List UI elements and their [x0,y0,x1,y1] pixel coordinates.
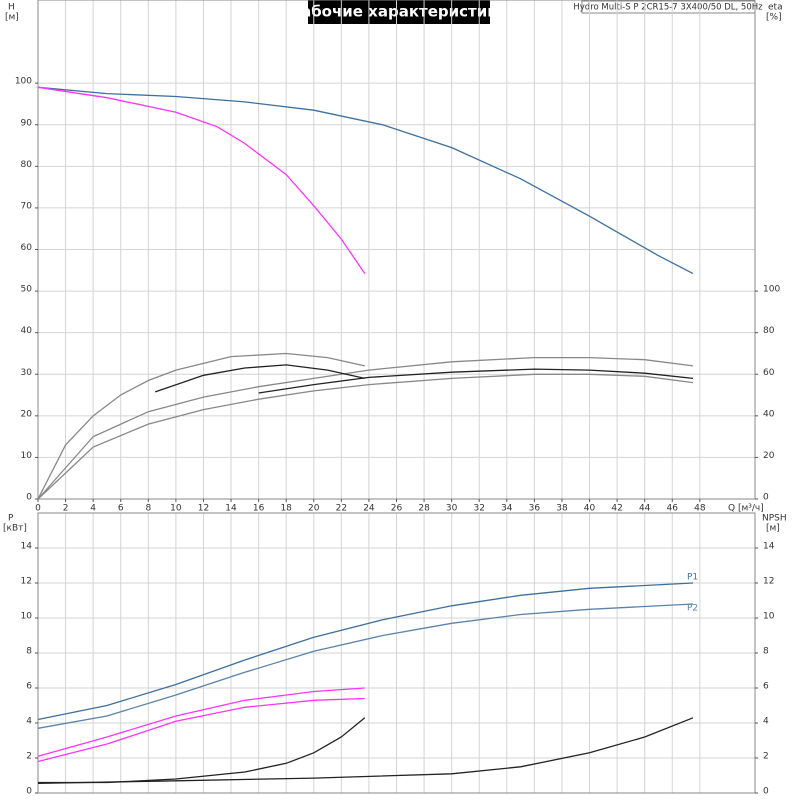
y-tick-label: 90 [21,118,33,128]
y-label: H [8,3,15,13]
x-tick-label: 0 [35,504,41,514]
x-tick-label: 24 [363,504,375,514]
x-tick-label: 40 [584,504,596,514]
x-tick-label: 38 [556,504,568,514]
y2-tick-label: 6 [763,682,769,692]
x-tick-label: 18 [280,504,292,514]
x-tick-label: 8 [145,504,151,514]
y2-tick-label: 60 [763,368,775,378]
x-tick-label: 22 [336,504,347,514]
y2-tick-label: 100 [763,285,780,295]
series-line [37,352,365,500]
y-tick-label: 0 [26,787,32,797]
x-tick-label: 20 [308,504,320,514]
series-line [37,373,694,500]
x-tick-label: 10 [170,504,182,514]
y2-tick-label: 80 [763,326,775,336]
y2-tick-label: 2 [763,752,769,762]
y2-tick-label: 12 [763,577,774,587]
y2-tick-label: 20 [763,451,775,461]
y-tick-label: 2 [26,752,32,762]
x-tick-label: 30 [446,504,458,514]
x-tick-label: 34 [501,504,513,514]
x-tick-label: 4 [90,504,96,514]
y-tick-label: 30 [21,368,33,378]
series-line [37,86,366,274]
series-line [38,717,366,784]
x-tick-label: 26 [391,504,403,514]
y-tick-label: 14 [21,542,33,552]
y2-tick-label: 0 [763,787,769,797]
y-tick-label: 80 [21,160,33,170]
y-tick-label: 6 [26,682,32,692]
series-label: P2 [687,604,698,614]
series-line [37,86,694,275]
series-line [37,717,694,785]
series-line [37,356,694,500]
x-tick-label: 44 [639,504,651,514]
y-tick-label: 4 [26,717,32,727]
y-unit: [м] [5,13,19,23]
x-tick-label: 42 [611,504,622,514]
y-tick-label: 40 [21,326,33,336]
y2-unit: [%] [766,13,782,23]
y-tick-label: 12 [21,577,32,587]
y2-tick-label: 14 [763,542,775,552]
series-line [258,368,694,394]
y-tick-label: 60 [21,243,33,253]
x-tick-label: 48 [694,504,706,514]
series-line [37,603,694,729]
y2-tick-label: 4 [763,717,769,727]
y-tick-label: 50 [21,285,33,295]
x-tick-label: 46 [667,504,679,514]
x-tick-label: 36 [529,504,541,514]
x-tick-label: 28 [418,504,430,514]
y-tick-label: 100 [15,77,32,87]
x-tick-label: 16 [253,504,265,514]
x-tick-label: 2 [63,504,69,514]
y2-tick-label: 0 [763,493,769,503]
subtitle: Hydro Multi-S P 2CR15-7 3X400/50 DL, 50H… [573,3,763,13]
x-tick-label: 6 [118,504,124,514]
y-label: P [8,514,14,524]
x-label: Q [м³/ч] [728,504,764,514]
y2-tick-label: 10 [763,612,775,622]
y2-label: eta [768,3,783,13]
y-tick-label: 20 [21,409,33,419]
series-line [154,364,365,393]
title-box [308,0,490,24]
x-tick-label: 32 [474,504,485,514]
series-label: P1 [687,573,698,583]
chart-title: Рабочие характеристики [290,3,508,21]
series-line [37,582,694,721]
y2-tick-label: 40 [763,409,775,419]
y2-unit: [м] [766,524,780,534]
y2-label: NPSH [762,514,787,524]
y-tick-label: 10 [21,612,33,622]
y2-tick-label: 8 [763,647,769,657]
y-tick-label: 8 [26,647,32,657]
y-tick-label: 70 [21,201,33,211]
y-unit: [кВт] [3,524,27,534]
series-line [37,697,365,763]
x-tick-label: 12 [198,504,209,514]
x-tick-label: 14 [225,504,237,514]
y-tick-label: 10 [21,451,33,461]
series-line [37,687,365,757]
y-tick-label: 0 [26,493,32,503]
